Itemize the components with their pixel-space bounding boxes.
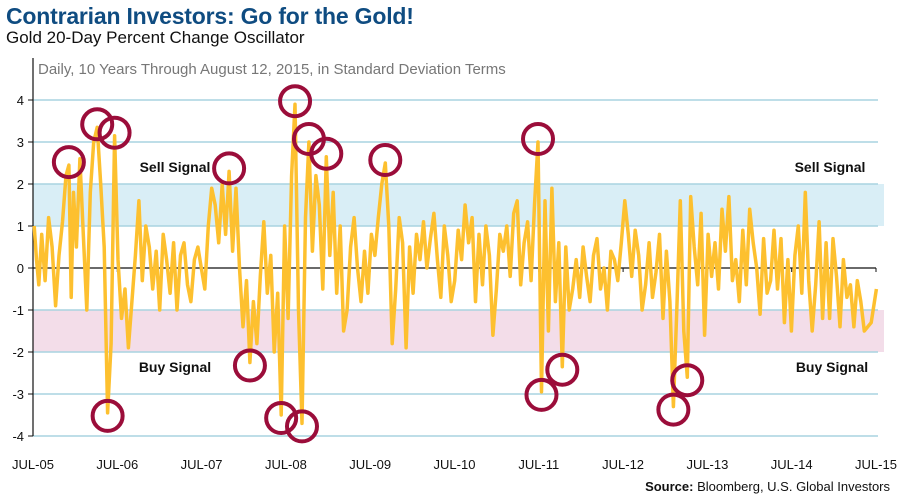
x-tick-label: JUL-05 (12, 457, 54, 472)
y-tick-label: 4 (17, 93, 24, 108)
x-tick-label: JUL-08 (265, 457, 307, 472)
y-tick-label: -4 (12, 429, 24, 444)
extreme-circle-marker (656, 392, 691, 427)
extreme-circle-marker (212, 151, 247, 186)
buy-signal-band (33, 310, 884, 352)
extreme-circle-marker (545, 352, 580, 387)
source-label: Source: (645, 479, 694, 494)
extreme-circle-marker (80, 107, 115, 142)
y-tick-label: 0 (17, 261, 24, 276)
source-note: Source: Bloomberg, U.S. Global Investors (645, 479, 890, 494)
oscillator-line (32, 102, 879, 426)
extreme-circle-marker (232, 348, 267, 383)
extreme-circle-marker (521, 122, 556, 156)
x-tick-label: JUL-12 (602, 457, 644, 472)
extreme-circle-marker (90, 398, 125, 433)
x-tick-label: JUL-11 (518, 457, 559, 472)
y-tick-label: -3 (12, 387, 24, 402)
y-tick-label: -2 (12, 345, 24, 360)
x-tick-label: JUL-14 (771, 457, 813, 472)
buy-signal-label: Buy Signal (139, 359, 211, 375)
x-tick-label: JUL-06 (96, 457, 138, 472)
sell-signal-band (33, 184, 884, 226)
extreme-circle-marker (524, 377, 559, 412)
extreme-circle-marker (278, 84, 313, 119)
sell-signal-label: Sell Signal (140, 159, 211, 175)
x-tick-label: JUL-15 (855, 457, 897, 472)
extreme-circle-marker (309, 136, 344, 171)
x-tick-label: JUL-07 (181, 457, 223, 472)
y-tick-label: 3 (17, 135, 24, 150)
buy-signal-label: Buy Signal (796, 359, 868, 375)
x-tick-label: JUL-09 (349, 457, 391, 472)
y-tick-label: 2 (17, 177, 24, 192)
y-tick-label: 1 (17, 219, 24, 234)
sell-signal-label: Sell Signal (795, 159, 866, 175)
chart-title: Contrarian Investors: Go for the Gold! (6, 3, 414, 29)
chart-caption: Daily, 10 Years Through August 12, 2015,… (38, 61, 506, 78)
chart-subtitle: Gold 20-Day Percent Change Oscillator (6, 28, 305, 47)
y-tick-label: -1 (12, 303, 24, 318)
extreme-circle-marker (97, 115, 132, 150)
x-tick-label: JUL-10 (434, 457, 476, 472)
extreme-circle-marker (368, 143, 403, 177)
source-text: Bloomberg, U.S. Global Investors (693, 479, 890, 494)
extreme-circle-marker (51, 145, 86, 180)
extreme-circle-marker (284, 409, 319, 444)
extreme-circle-marker (670, 363, 705, 398)
extreme-circle-marker (264, 401, 299, 435)
x-tick-label: JUL-13 (686, 457, 728, 472)
